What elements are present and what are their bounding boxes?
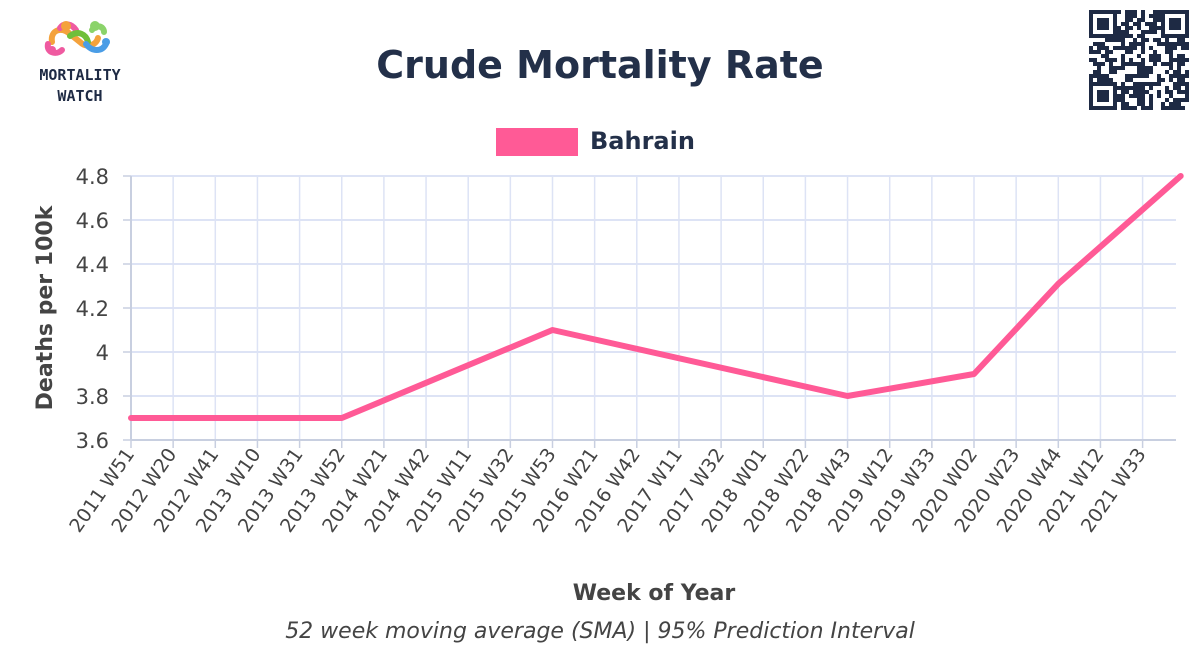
chart-subtitle: 52 week moving average (SMA) | 95% Predi… — [285, 619, 915, 644]
chart-title: Crude Mortality Rate — [376, 43, 823, 87]
x-axis-label: Week of Year — [573, 581, 736, 606]
y-tick-label: 3.8 — [76, 385, 109, 409]
y-tick-label: 4 — [96, 341, 109, 365]
y-axis-label: Deaths per 100k — [33, 204, 58, 410]
series-layer — [128, 173, 1184, 421]
legend-label: Bahrain — [590, 127, 695, 155]
y-tick-label: 3.6 — [76, 429, 109, 453]
y-tick-label: 4.2 — [76, 297, 109, 321]
grid — [123, 175, 1176, 448]
series-line-bahrain — [128, 173, 1184, 421]
legend-swatch — [496, 128, 578, 156]
legend: Bahrain — [496, 127, 695, 156]
y-axis-ticks: 3.6 3.8 4 4.2 4.4 4.6 4.8 — [76, 165, 109, 453]
logo-icon — [44, 21, 110, 56]
y-tick-label: 4.6 — [76, 209, 109, 233]
y-tick-label: 4.4 — [76, 253, 109, 277]
y-tick-label: 4.8 — [76, 165, 109, 189]
qr-code — [1089, 10, 1189, 110]
logo-text-line1: MORTALITY — [39, 66, 120, 84]
logo-text-line2: WATCH — [57, 87, 102, 105]
mortality-watch-logo: MORTALITY WATCH — [39, 21, 121, 105]
